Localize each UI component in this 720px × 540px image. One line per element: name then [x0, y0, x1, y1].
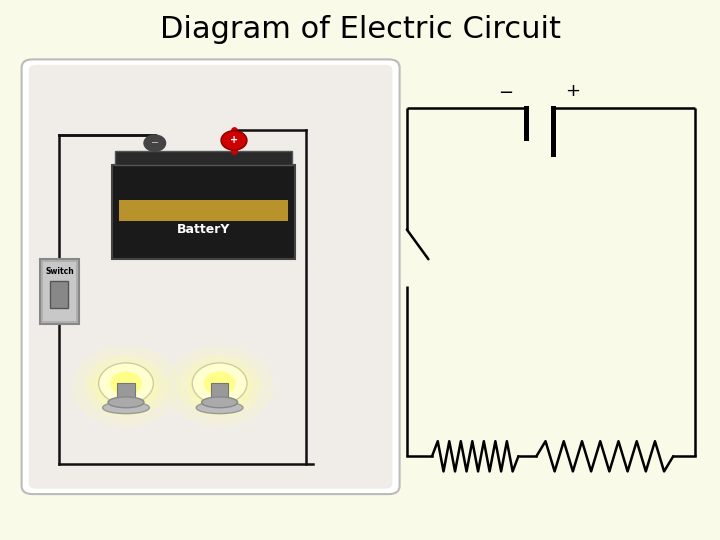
Ellipse shape	[102, 402, 150, 414]
Bar	[43, 262, 76, 321]
Bar	[112, 165, 295, 259]
Ellipse shape	[108, 397, 144, 408]
Text: Diagram of Electric Circuit: Diagram of Electric Circuit	[160, 15, 560, 44]
Ellipse shape	[196, 402, 243, 414]
Circle shape	[192, 363, 247, 404]
Circle shape	[144, 135, 166, 151]
Ellipse shape	[202, 397, 238, 408]
Circle shape	[204, 372, 235, 395]
Text: BatterY: BatterY	[176, 223, 230, 236]
Bar	[119, 200, 288, 221]
Circle shape	[178, 355, 261, 417]
Circle shape	[84, 355, 168, 417]
Text: +: +	[565, 82, 580, 100]
Circle shape	[166, 346, 274, 427]
Text: −: −	[150, 138, 159, 148]
Circle shape	[94, 362, 158, 410]
Text: Switch: Switch	[45, 267, 73, 275]
Text: +: +	[230, 136, 238, 145]
Circle shape	[110, 372, 142, 395]
Circle shape	[72, 346, 180, 427]
Text: −: −	[498, 84, 514, 102]
Circle shape	[99, 363, 153, 404]
Bar	[115, 151, 292, 165]
FancyBboxPatch shape	[22, 59, 400, 494]
Bar	[40, 259, 79, 324]
Bar	[211, 383, 228, 400]
Bar	[50, 281, 68, 308]
Circle shape	[187, 362, 252, 410]
Circle shape	[221, 131, 247, 150]
Bar	[117, 383, 135, 400]
FancyBboxPatch shape	[29, 65, 392, 489]
